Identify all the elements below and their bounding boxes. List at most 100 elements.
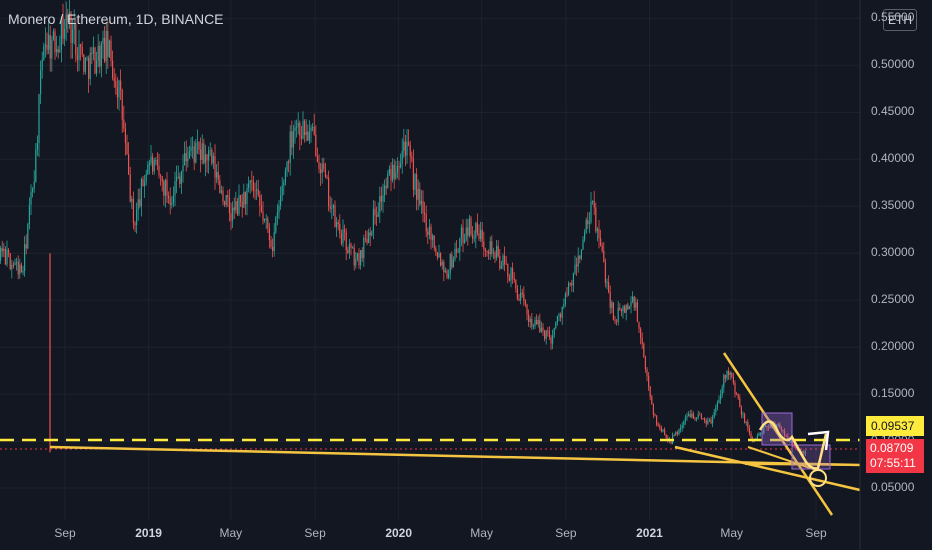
candle-body bbox=[92, 47, 95, 54]
candle-body bbox=[742, 414, 744, 416]
candle-body bbox=[268, 228, 271, 241]
candle-body bbox=[683, 421, 685, 426]
candle-body bbox=[630, 301, 632, 307]
candle-body bbox=[379, 196, 381, 213]
candle-body bbox=[57, 49, 59, 53]
candle-body bbox=[324, 168, 327, 177]
candle-body bbox=[267, 218, 269, 229]
candle-body bbox=[1, 248, 3, 252]
candle-body bbox=[305, 131, 307, 135]
candle-body bbox=[312, 126, 314, 128]
candle-body bbox=[369, 232, 371, 236]
candle-body bbox=[153, 160, 155, 172]
candle-body bbox=[400, 163, 402, 168]
currency-unit-badge[interactable]: ETH bbox=[883, 9, 917, 31]
candle-body bbox=[244, 192, 247, 205]
candle-body bbox=[452, 259, 455, 268]
candle-body bbox=[166, 179, 168, 196]
candle-body bbox=[4, 248, 7, 265]
candle-body bbox=[451, 254, 453, 268]
candle-body bbox=[337, 222, 339, 224]
candle-body bbox=[307, 131, 309, 141]
candle-body bbox=[19, 264, 21, 275]
candle-body bbox=[588, 222, 591, 225]
candle-body bbox=[161, 176, 163, 182]
candle-body bbox=[756, 435, 759, 439]
candle-body bbox=[366, 239, 368, 244]
candle-body bbox=[568, 283, 570, 295]
candle-body bbox=[144, 181, 146, 187]
candle-body bbox=[692, 413, 695, 419]
candle-body bbox=[297, 122, 299, 127]
candle-body bbox=[699, 414, 701, 416]
candle-body bbox=[395, 172, 397, 179]
candle-body bbox=[176, 176, 178, 182]
candle-body bbox=[46, 44, 48, 50]
candle-body bbox=[65, 14, 67, 29]
candle-body bbox=[508, 277, 511, 281]
candle-body bbox=[204, 154, 207, 164]
candle-body bbox=[219, 180, 221, 193]
candle-body bbox=[656, 415, 658, 425]
candle-body bbox=[694, 418, 696, 420]
y-tick-label: 0.15000 bbox=[871, 386, 915, 401]
candle-body bbox=[262, 211, 264, 221]
candle-body bbox=[390, 168, 392, 181]
candle-body bbox=[592, 200, 594, 202]
candle-body bbox=[723, 374, 725, 388]
candle-body bbox=[99, 45, 101, 67]
candle-body bbox=[249, 180, 251, 184]
candle-body bbox=[352, 247, 354, 249]
projection-path bbox=[758, 420, 828, 470]
candle-body bbox=[17, 261, 19, 275]
candle-body bbox=[300, 135, 303, 139]
candle-body bbox=[587, 219, 589, 225]
candle-body bbox=[576, 264, 578, 267]
candle-body bbox=[243, 192, 245, 208]
candle-body bbox=[500, 265, 503, 269]
candle-body bbox=[278, 205, 280, 213]
candle-body bbox=[20, 264, 23, 273]
candle-body bbox=[598, 229, 600, 239]
candle-body bbox=[777, 424, 779, 426]
candle-body bbox=[748, 427, 751, 434]
candle-body bbox=[582, 239, 584, 250]
candle-body bbox=[409, 144, 411, 157]
candle-body bbox=[673, 435, 675, 436]
candle-body bbox=[67, 14, 69, 22]
candle-body bbox=[427, 231, 429, 235]
candles bbox=[0, 0, 807, 457]
candle-body bbox=[414, 174, 416, 190]
candle-body bbox=[291, 131, 293, 148]
candle-body bbox=[129, 174, 131, 202]
candle-body bbox=[228, 197, 231, 213]
candle-body bbox=[308, 131, 311, 141]
candle-body bbox=[235, 201, 237, 211]
candle-body bbox=[284, 170, 287, 183]
candle-body bbox=[14, 262, 16, 266]
candle-body bbox=[139, 199, 141, 207]
candle-body bbox=[344, 229, 346, 232]
candle-body bbox=[315, 134, 317, 157]
candle-body bbox=[171, 203, 173, 205]
candle-body bbox=[732, 376, 735, 383]
candle-body bbox=[201, 143, 203, 160]
candle-body bbox=[779, 424, 781, 428]
candle-body bbox=[206, 154, 208, 161]
candle-body bbox=[464, 239, 466, 244]
candle-body bbox=[444, 270, 447, 273]
candle-body bbox=[574, 264, 576, 274]
candle-body bbox=[704, 418, 706, 421]
candle-body bbox=[283, 182, 285, 186]
candle-body bbox=[758, 433, 760, 436]
candle-body bbox=[504, 255, 506, 265]
candle-body bbox=[358, 253, 360, 266]
candle-body bbox=[160, 175, 162, 177]
candle-body bbox=[564, 293, 567, 305]
candle-body bbox=[654, 414, 656, 416]
candle-body bbox=[323, 163, 325, 169]
candle-body bbox=[192, 146, 194, 148]
candle-body bbox=[321, 163, 323, 174]
candle-body bbox=[740, 407, 743, 415]
